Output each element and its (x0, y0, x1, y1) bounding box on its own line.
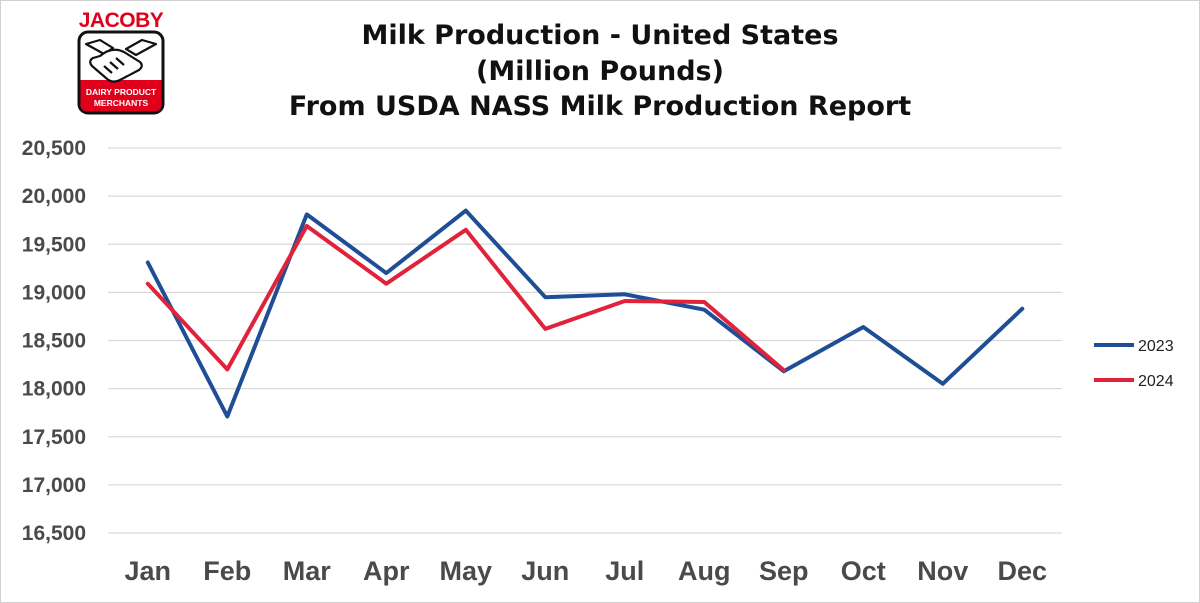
x-tick-label: Aug (678, 556, 730, 586)
x-axis-tick-labels: Jan Feb Mar Apr May Jun Jul Aug Sep Oct Nov Dec (124, 556, 1047, 586)
legend-item-2023: 2023 (1094, 338, 1174, 355)
x-tick-label: Feb (203, 556, 251, 586)
x-tick-label: Jul (605, 556, 644, 586)
jacoby-logo: JACOBY DAIRY PRODUCT MERCHANTS (77, 9, 165, 115)
x-tick-label: Jan (124, 556, 171, 586)
y-tick-label: 16,500 (22, 522, 86, 545)
y-tick-label: 19,000 (22, 281, 86, 304)
chart-title-line-3: From USDA NASS Milk Production Report (289, 91, 911, 122)
y-tick-label: 19,500 (22, 233, 86, 256)
legend-label: 2023 (1138, 338, 1174, 355)
x-tick-label: May (439, 556, 492, 586)
x-tick-label: Apr (363, 556, 410, 586)
series-line-2024 (145, 224, 786, 373)
y-tick-label: 18,500 (22, 330, 86, 353)
y-axis-tick-labels: 16,500 17,000 17,500 18,000 18,500 19,000 19,5… (22, 137, 86, 545)
legend-item-2024: 2024 (1094, 373, 1174, 390)
x-tick-label: Jun (521, 556, 569, 586)
series-lines (145, 208, 1025, 419)
x-tick-label: Sep (759, 556, 809, 586)
legend-label: 2024 (1138, 373, 1174, 390)
chart-title: Milk Production - United States (Million… (289, 20, 911, 122)
logo-red-band (80, 80, 162, 112)
x-tick-label: Dec (997, 556, 1047, 586)
logo-tagline-line1: DAIRY PRODUCT (86, 87, 157, 97)
handshake-icon (84, 38, 158, 83)
logo-tagline-line2: MERCHANTS (94, 98, 149, 108)
x-tick-label: Oct (841, 556, 886, 586)
y-tick-label: 17,500 (22, 426, 86, 449)
logo-wordmark: JACOBY (79, 9, 164, 32)
chart-title-line-1: Milk Production - United States (361, 20, 838, 51)
legend: 2023 2024 (1094, 338, 1174, 390)
gridlines (108, 147, 1062, 534)
y-tick-label: 18,000 (22, 378, 86, 401)
y-tick-label: 20,000 (22, 185, 86, 208)
x-tick-label: Nov (917, 556, 968, 586)
x-tick-label: Mar (283, 556, 332, 586)
chart-title-line-2: (Million Pounds) (476, 56, 724, 87)
y-tick-label: 17,000 (22, 474, 86, 497)
y-tick-label: 20,500 (22, 137, 86, 160)
